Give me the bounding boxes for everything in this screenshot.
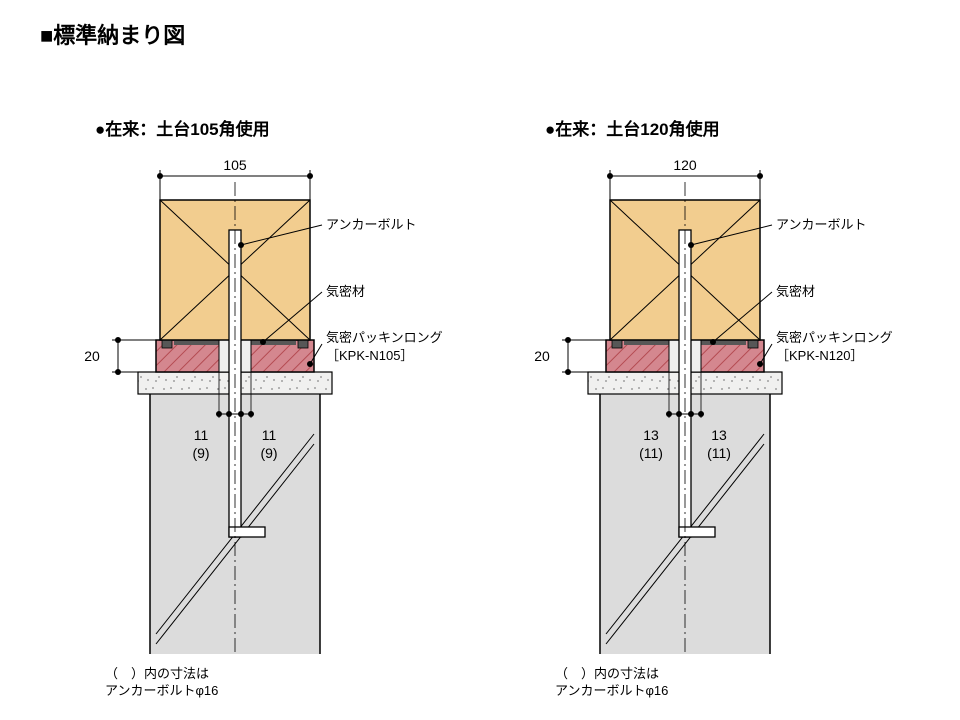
svg-text:20: 20: [84, 348, 100, 364]
svg-text:11: 11: [194, 427, 209, 443]
page-title: ■標準納まり図: [40, 18, 185, 50]
svg-text:［KPK-N105］: ［KPK-N105］: [326, 348, 413, 363]
svg-text:105: 105: [223, 157, 247, 173]
svg-text:気密パッキンロング: 気密パッキンロング: [326, 330, 443, 345]
diagram-subtitle: ●在来：土台105角使用: [95, 115, 270, 140]
svg-text:［KPK-N120］: ［KPK-N120］: [776, 348, 863, 363]
installation-diagram: 120 20 13 (11) 13 (11) アンカーボルト気密材気密パッキンロング ［KPK…: [510, 150, 950, 690]
svg-text:(11): (11): [639, 445, 663, 461]
svg-text:アンカーボルト: アンカーボルト: [776, 217, 866, 232]
svg-text:アンカーボルト: アンカーボルト: [326, 217, 416, 232]
svg-text:120: 120: [673, 157, 697, 173]
svg-text:11: 11: [262, 427, 277, 443]
svg-text:13: 13: [643, 427, 659, 443]
diagram-subtitle: ●在来：土台120角使用: [545, 115, 720, 140]
svg-text:気密材: 気密材: [326, 284, 365, 299]
svg-text:(11): (11): [707, 445, 731, 461]
installation-diagram: 105 20 11 (9) 11 (9) アンカーボルト気密材気密パッキンロング ［KPK-N…: [60, 150, 500, 690]
svg-text:気密パッキンロング: 気密パッキンロング: [776, 330, 893, 345]
svg-text:20: 20: [534, 348, 550, 364]
svg-text:13: 13: [711, 427, 727, 443]
svg-text:(9): (9): [192, 445, 209, 461]
svg-text:(9): (9): [260, 445, 277, 461]
svg-text:気密材: 気密材: [776, 284, 815, 299]
